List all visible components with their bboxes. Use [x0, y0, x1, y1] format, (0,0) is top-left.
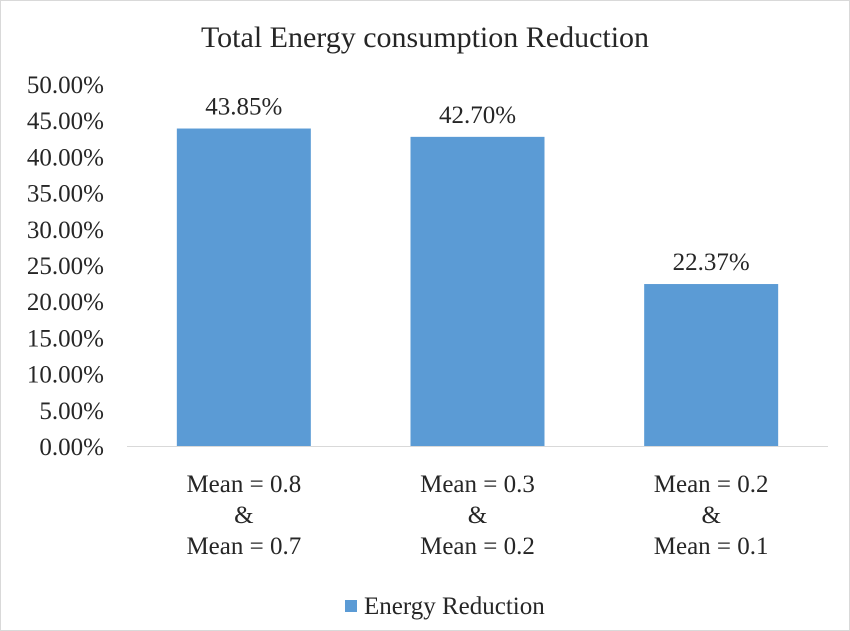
y-tick-label: 45.00% — [27, 108, 104, 135]
legend-swatch — [345, 600, 357, 612]
y-tick-label: 40.00% — [27, 144, 104, 171]
y-tick-label: 15.00% — [27, 325, 104, 352]
y-tick-label: 50.00% — [27, 72, 104, 99]
y-tick-label: 0.00% — [39, 434, 104, 461]
y-tick-label: 20.00% — [27, 289, 104, 316]
data-label: 43.85% — [205, 94, 282, 121]
x-tick-label: & — [234, 502, 253, 529]
data-label: 42.70% — [439, 102, 516, 129]
x-tick-label: & — [468, 502, 487, 529]
y-axis: 0.00% 5.00% 10.00% 15.00% 20.00% 25.00% 30.00%… — [27, 72, 104, 461]
legend: Energy Reduction — [345, 593, 545, 620]
x-axis: Mean = 0.8 & Mean = 0.7 Mean = 0.3 & Mean = 0… — [127, 446, 828, 560]
bar — [176, 128, 311, 446]
bars — [176, 128, 779, 447]
data-label: 22.37% — [673, 249, 750, 276]
y-tick-label: 35.00% — [27, 181, 104, 208]
x-tick-label: Mean = 0.7 — [186, 533, 301, 560]
x-tick-label: Mean = 0.8 — [186, 471, 301, 498]
legend-label: Energy Reduction — [364, 593, 545, 620]
x-tick-label: Mean = 0.2 — [654, 471, 769, 498]
chart-title: Total Energy consumption Reduction — [201, 21, 649, 54]
y-tick-label: 30.00% — [27, 217, 104, 244]
y-tick-label: 25.00% — [27, 253, 104, 280]
x-tick-label: Mean = 0.1 — [654, 533, 769, 560]
x-tick-label: Mean = 0.3 — [420, 471, 535, 498]
x-tick-label: & — [701, 502, 720, 529]
x-tick-label: Mean = 0.2 — [420, 533, 535, 560]
data-labels: 43.85% 42.70% 22.37% — [205, 94, 749, 277]
y-tick-label: 5.00% — [39, 398, 104, 425]
bar — [410, 136, 545, 447]
y-tick-label: 10.00% — [27, 362, 104, 389]
bar — [644, 284, 779, 446]
